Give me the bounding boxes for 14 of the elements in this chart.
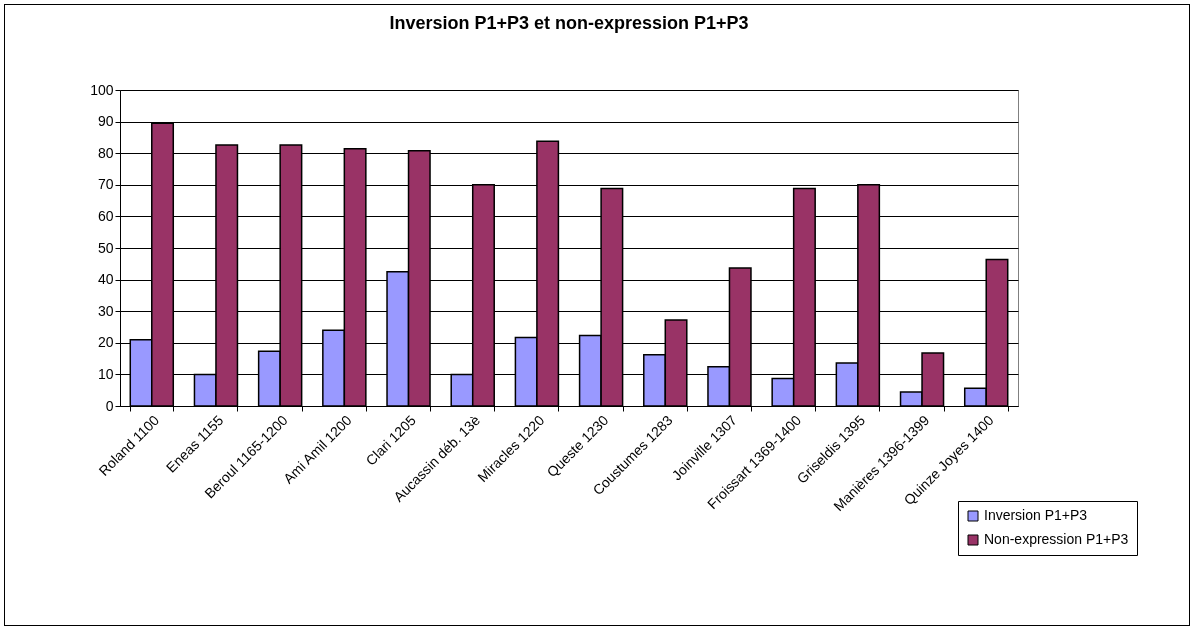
y-tick-label: 0 <box>105 397 114 414</box>
y-tick-label: 10 <box>97 365 114 382</box>
y-tick-label: 50 <box>97 239 114 256</box>
y-tick-label: 70 <box>97 176 114 193</box>
legend-label: Inversion P1+P3 <box>984 507 1088 523</box>
legend-label: Non-expression P1+P3 <box>984 531 1129 547</box>
y-tick-label: 60 <box>97 207 114 224</box>
y-tick-label: 90 <box>97 113 114 130</box>
y-tick-label: 30 <box>97 302 114 319</box>
y-tick-label: 100 <box>90 81 114 98</box>
y-tick-label: 80 <box>97 144 114 161</box>
y-tick-label: 20 <box>97 334 114 351</box>
chart-title: Inversion P1+P3 et non-expression P1+P3 <box>389 13 749 33</box>
y-tick-label: 40 <box>97 271 114 288</box>
